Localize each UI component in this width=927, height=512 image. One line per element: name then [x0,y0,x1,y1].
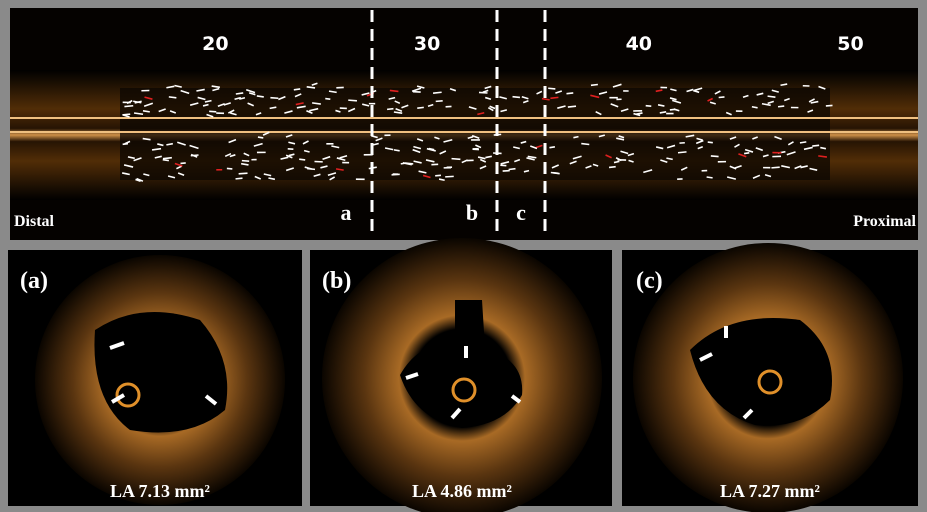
strut [239,173,248,174]
strut [299,159,305,160]
marker-label: b [466,200,478,225]
strut [236,178,243,179]
strut [257,96,264,97]
strut [307,169,315,170]
strut [394,150,400,151]
strut [452,159,461,160]
strut [387,109,393,110]
strut [820,148,826,149]
strut [169,97,177,98]
strut [242,161,249,162]
strut [573,137,578,138]
scale-label: 20 [202,33,228,55]
cross-section-c: (c) LA 7.27 mm² [622,243,918,512]
strut [143,111,150,112]
strut [270,98,278,99]
strut [548,88,555,89]
figure: 20 30 40 50 Distal Proximal a b c (a) LA 7.… [0,0,927,512]
lumen-area: LA 7.13 mm² [110,481,210,501]
strut [591,85,598,86]
lumen [94,312,227,433]
strut [509,169,516,170]
marker-label: a [341,200,352,225]
strut [513,97,520,98]
cross-section-a: (a) LA 7.13 mm² [8,250,302,506]
strut [294,89,300,90]
strut [258,137,263,138]
proximal-label: Proximal [853,213,916,230]
strut [660,112,666,113]
strut [163,158,172,159]
strut [417,107,424,108]
strut [500,165,506,166]
strut [752,107,758,108]
strut [348,100,357,101]
strut [436,101,443,102]
panel-label: (c) [636,268,663,294]
panel-label: (a) [20,268,48,294]
strut [445,176,454,177]
strut [707,177,713,178]
strut [122,114,130,115]
strut [325,99,330,100]
panel-label: (b) [322,268,351,294]
strut [236,93,243,94]
strut [800,142,806,143]
strut [768,96,776,97]
strut [711,156,719,157]
strut [609,167,616,168]
strut [550,97,558,98]
scale-label: 40 [626,33,652,55]
strut [429,149,434,150]
strut [307,87,315,88]
strut [670,109,675,110]
strut [227,168,232,169]
scale-label: 30 [414,33,440,55]
strut [566,93,573,94]
strut [771,167,779,168]
marker-label: c [516,200,526,225]
strut [124,106,133,107]
strut [524,171,529,172]
lumen-area: LA 4.86 mm² [412,481,512,501]
stent-region [120,88,830,180]
strut [781,84,788,85]
strut [191,155,199,156]
strut [778,106,784,107]
distal-label: Distal [14,213,55,230]
lumen-area: LA 7.27 mm² [720,481,820,501]
strut [549,147,554,148]
strut [719,97,725,98]
strut [678,152,686,153]
strut [433,92,442,93]
strut [163,160,169,161]
strut [812,145,819,146]
scale-label: 50 [837,33,863,55]
cross-section-b: (b) LA 4.86 mm² [310,238,612,512]
strut [708,142,713,143]
strut [581,144,589,145]
strut [744,153,749,154]
strut [568,106,576,107]
strut [390,90,399,91]
